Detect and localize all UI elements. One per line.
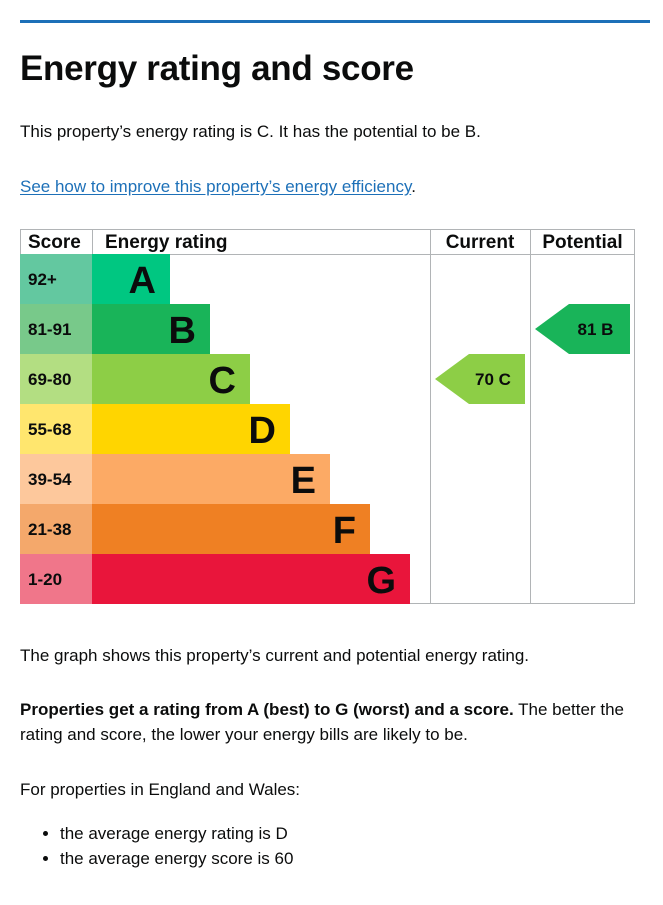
band-score-label-g: 1-20	[28, 570, 62, 589]
band-bar-g	[92, 554, 410, 604]
header-score: Score	[28, 232, 81, 253]
rating-explanation-bold: Properties get a rating from A (best) to…	[20, 700, 514, 719]
band-score-label-e: 39-54	[28, 470, 72, 489]
band-score-cell-e	[20, 454, 92, 504]
potential-rating-arrow	[535, 304, 630, 354]
band-score-label-f: 21-38	[28, 520, 71, 539]
header-current: Current	[446, 232, 515, 253]
band-score-label-b: 81-91	[28, 320, 71, 339]
improve-efficiency-link[interactable]: See how to improve this property’s energ…	[20, 177, 412, 196]
band-letter-d: D	[249, 410, 276, 452]
rating-explanation-rest: The better the rating and score, the low…	[20, 700, 624, 744]
band-score-cell-f	[20, 504, 92, 554]
rating-explanation: Properties get a rating from A (best) to…	[20, 697, 640, 747]
band-score-cell-d	[20, 404, 92, 454]
band-letter-f: F	[333, 510, 356, 552]
band-score-label-c: 69-80	[28, 370, 71, 389]
potential-rating-arrow-label: 81 B	[578, 320, 614, 339]
header-energy-rating: Energy rating	[105, 232, 227, 253]
band-score-cell-a	[20, 254, 92, 304]
graph-caption: The graph shows this property’s current …	[20, 646, 530, 665]
band-score-cell-c	[20, 354, 92, 404]
link-suffix: .	[411, 177, 416, 196]
band-letter-b: B	[169, 310, 196, 352]
header-potential: Potential	[542, 232, 622, 253]
england-wales-intro: For properties in England and Wales:	[20, 780, 301, 799]
band-bar-f	[92, 504, 370, 554]
band-bar-e	[92, 454, 330, 504]
average-score-item: the average energy score is 60	[60, 846, 293, 871]
band-letter-c: C	[209, 360, 236, 402]
band-score-cell-g	[20, 554, 92, 604]
band-letter-a: A	[129, 260, 156, 302]
band-score-label-d: 55-68	[28, 420, 71, 439]
averages-list: the average energy rating is D the avera…	[20, 821, 293, 871]
current-rating-arrow-label: 70 C	[475, 370, 511, 389]
band-bar-b	[92, 304, 210, 354]
band-score-cell-b	[20, 304, 92, 354]
average-rating-item: the average energy rating is D	[60, 821, 293, 846]
band-letter-e: E	[291, 460, 316, 502]
band-bar-c	[92, 354, 250, 404]
current-rating-arrow	[435, 354, 525, 404]
band-score-label-a: 92+	[28, 270, 57, 289]
band-bar-d	[92, 404, 290, 454]
rating-summary: This property’s energy rating is C. It h…	[20, 122, 481, 141]
improve-link-paragraph: See how to improve this property’s energ…	[20, 174, 416, 199]
top-rule	[20, 20, 650, 23]
page-title: Energy rating and score	[20, 49, 414, 88]
band-bar-a	[92, 254, 170, 304]
band-letter-g: G	[366, 560, 396, 602]
